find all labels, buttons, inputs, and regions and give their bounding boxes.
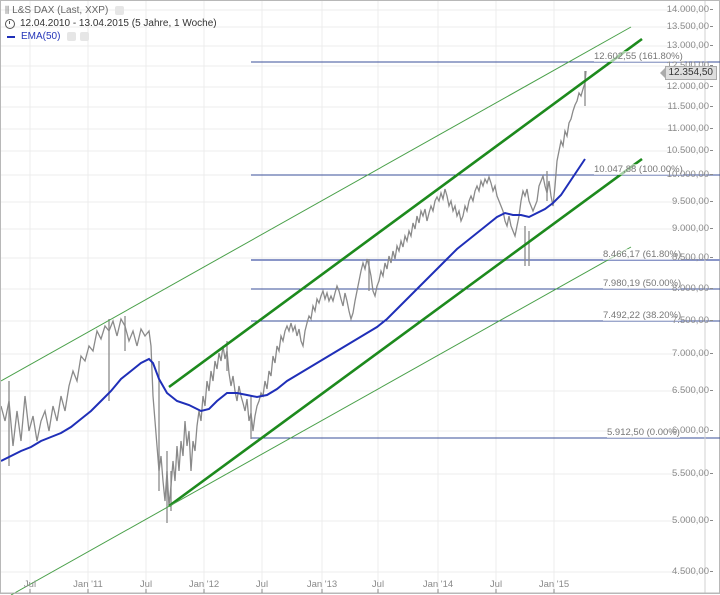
period-label: 12.04.2010 - 13.04.2015 (5 Jahre, 1 Woch… <box>20 18 217 29</box>
fibonacci-levels <box>251 61 720 439</box>
y-label: 11.000,00 <box>667 123 713 134</box>
fib-label-61-8: 8.466,17 (61.80%) <box>603 249 682 260</box>
y-label: 13.500,00 <box>667 21 713 32</box>
x-label: Jan '15 <box>538 579 570 590</box>
y-label: 12.500,00 <box>667 60 713 71</box>
grid-vertical <box>29 1 555 593</box>
channel-lower <box>168 157 643 508</box>
instrument-label: L&S DAX (Last, XXP) <box>12 5 109 16</box>
y-label: 5.000,00 <box>672 515 713 526</box>
fib-label-50: 7.980,19 (50.00%) <box>603 278 682 289</box>
clock-icon <box>5 18 15 29</box>
ema-settings-icon[interactable] <box>67 32 77 41</box>
settings-icon[interactable] <box>115 6 125 15</box>
y-label: 6.500,00 <box>672 385 713 396</box>
x-label: Jul <box>23 579 37 590</box>
x-label: Jan '13 <box>306 579 338 590</box>
x-label: Jan '11 <box>73 579 103 590</box>
trend-channel-thick <box>168 37 643 508</box>
y-label: 8.500,00 <box>672 252 713 263</box>
legend-instrument[interactable]: ⫼ L&S DAX (Last, XXP) <box>5 4 217 17</box>
y-label: 5.500,00 <box>672 468 713 479</box>
fib-label-100: 10.047,88 (100.00%) <box>594 164 683 175</box>
legend-period: 12.04.2010 - 13.04.2015 (5 Jahre, 1 Woch… <box>5 17 217 30</box>
outer-lower <box>10 246 632 595</box>
outer-upper <box>1 26 632 382</box>
channel-upper <box>168 37 643 389</box>
x-label: Jul <box>371 579 385 590</box>
last-price-marker: 12.354,50 <box>659 66 717 80</box>
ema-color-swatch <box>7 35 15 38</box>
legend-ema[interactable]: EMA(50) <box>5 30 217 43</box>
ema-close-icon[interactable] <box>80 32 90 41</box>
x-ticks <box>29 589 555 593</box>
y-label: 6.000,00 <box>672 425 713 436</box>
candlestick-icon: ⫼ <box>5 5 9 15</box>
x-label: Jan '14 <box>422 579 454 590</box>
fib-label-0: 5.912,50 (0.00%) <box>607 427 680 438</box>
y-label: 4.500,00 <box>672 566 713 577</box>
chart-legend: ⫼ L&S DAX (Last, XXP) 12.04.2010 - 13.04… <box>5 4 217 43</box>
trend-channel-thin <box>1 26 632 595</box>
y-label: 7.000,00 <box>672 348 713 359</box>
y-label: 7.500,00 <box>672 315 713 326</box>
ema-50-line <box>1 158 586 462</box>
y-label: 9.500,00 <box>672 196 713 207</box>
x-label: Jan '12 <box>188 579 220 590</box>
price-series <box>1 70 587 523</box>
y-label: 10.000,00 <box>667 169 713 180</box>
ema-label: EMA(50) <box>21 31 61 42</box>
y-label: 11.500,00 <box>667 101 713 112</box>
fib-label-38-2: 7.492,22 (38.20%) <box>603 310 682 321</box>
grid-horizontal <box>1 9 705 573</box>
y-label: 14.000,00 <box>667 4 713 15</box>
x-label: Jul <box>489 579 503 590</box>
x-label: Jul <box>139 579 153 590</box>
x-label: Jul <box>255 579 269 590</box>
y-label: 12.000,00 <box>667 81 713 92</box>
fib-label-161-8: 12.602,55 (161.80%) <box>594 51 683 62</box>
y-label: 9.000,00 <box>672 223 713 234</box>
y-label: 10.500,00 <box>667 145 713 156</box>
y-label: 13.000,00 <box>667 40 713 51</box>
y-label: 8.000,00 <box>672 283 713 294</box>
